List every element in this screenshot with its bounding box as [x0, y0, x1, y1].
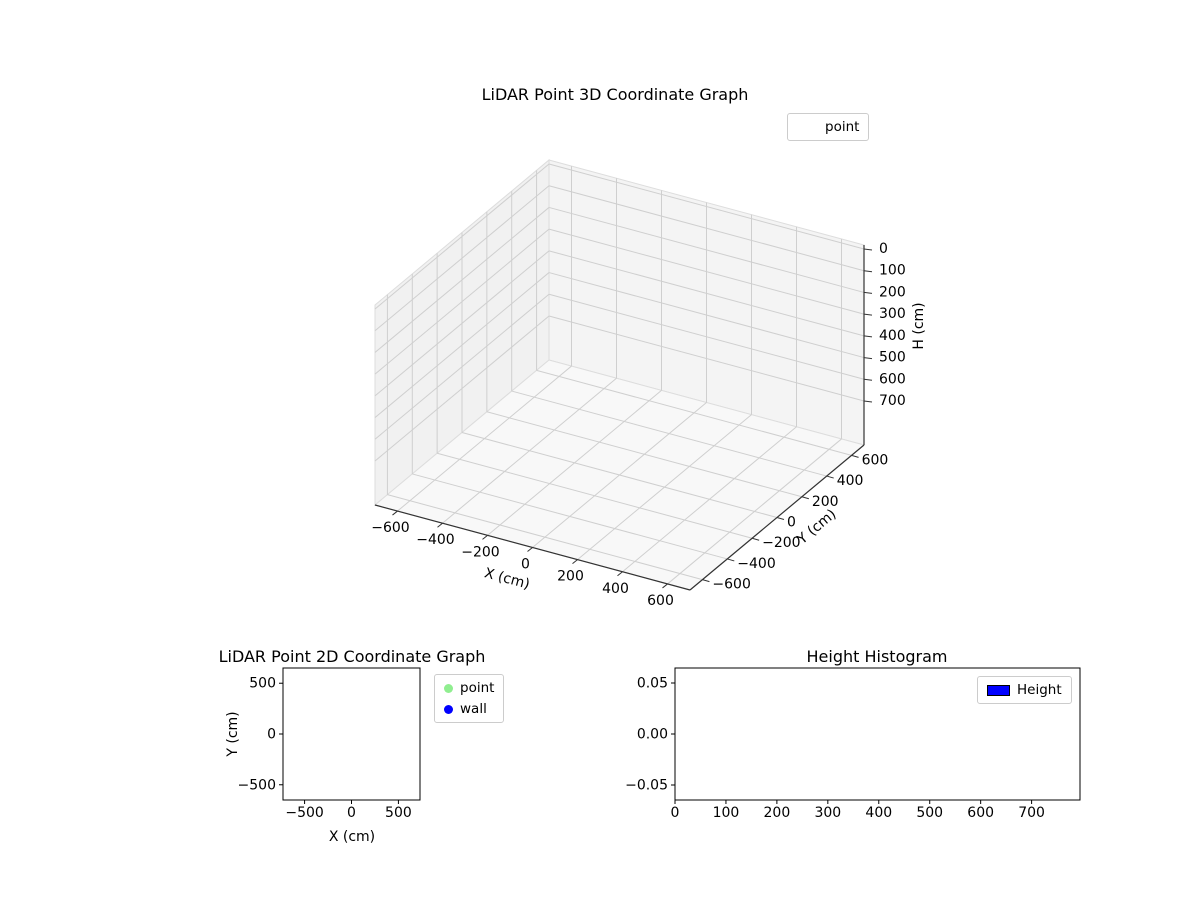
plot2d-title: LiDAR Point 2D Coordinate Graph: [218, 647, 486, 666]
svg-text:0: 0: [521, 557, 530, 573]
plot2d-ylabel: Y (cm): [225, 711, 241, 757]
svg-text:−500: −500: [285, 805, 323, 821]
svg-text:0: 0: [671, 805, 680, 821]
plot3d-canvas: −600 −400 −200 0 200 400 600 600 400 200 0 −200 −400…: [371, 158, 906, 609]
svg-text:500: 500: [879, 350, 906, 366]
svg-text:100: 100: [879, 263, 906, 279]
svg-text:500: 500: [385, 805, 412, 821]
plot3d-legend: point: [787, 113, 870, 141]
svg-text:200: 200: [879, 284, 906, 300]
svg-text:0: 0: [787, 515, 796, 531]
svg-text:−400: −400: [416, 532, 454, 548]
svg-text:0: 0: [267, 727, 276, 743]
plot2d-legend: point wall: [434, 674, 505, 723]
svg-text:700: 700: [1018, 805, 1045, 821]
hist-legend-height-label: Height: [1017, 682, 1062, 698]
plot3d-title: LiDAR Point 3D Coordinate Graph: [481, 85, 749, 104]
svg-text:−0.05: −0.05: [625, 778, 668, 794]
plot3d-zlabel: H (cm): [911, 302, 927, 350]
svg-text:−200: −200: [461, 544, 499, 560]
plot2d-legend-point-label: point: [460, 680, 495, 696]
svg-text:600: 600: [862, 452, 889, 468]
svg-text:0: 0: [347, 805, 356, 821]
svg-text:500: 500: [249, 676, 276, 692]
svg-text:−500: −500: [238, 777, 276, 793]
svg-text:200: 200: [812, 494, 839, 510]
plot2d-canvas: −500 0 500 500 0 −500: [238, 667, 421, 821]
hist-height-swatch-icon: [987, 684, 1010, 696]
legend-row: wall: [444, 701, 494, 717]
empty-marker-icon: [797, 122, 818, 133]
svg-text:400: 400: [865, 805, 892, 821]
plot2d-point-marker-icon: [444, 683, 453, 693]
svg-text:100: 100: [713, 805, 740, 821]
plot2d-legend-wall-label: wall: [460, 701, 487, 717]
svg-text:300: 300: [879, 306, 906, 322]
legend-row: point: [444, 680, 494, 696]
svg-text:600: 600: [879, 371, 906, 387]
svg-text:600: 600: [647, 593, 674, 609]
plot2d-xlabel: X (cm): [328, 829, 376, 845]
svg-text:400: 400: [837, 473, 864, 489]
svg-text:400: 400: [879, 328, 906, 344]
svg-text:200: 200: [764, 805, 791, 821]
svg-text:−200: −200: [762, 535, 800, 551]
svg-text:−600: −600: [371, 520, 409, 536]
plot2d-wall-marker-icon: [444, 704, 453, 714]
svg-text:0.00: 0.00: [637, 727, 668, 743]
svg-text:0.05: 0.05: [637, 675, 668, 691]
svg-text:−400: −400: [737, 556, 775, 572]
svg-text:200: 200: [557, 569, 584, 585]
legend-row: point: [797, 119, 859, 135]
svg-text:600: 600: [967, 805, 994, 821]
hist-legend: Height: [977, 676, 1072, 704]
svg-text:0: 0: [879, 241, 888, 257]
svg-text:700: 700: [879, 393, 906, 409]
svg-text:500: 500: [916, 805, 943, 821]
plot3d-legend-point-label: point: [825, 119, 860, 135]
svg-text:−600: −600: [712, 577, 750, 593]
legend-row: Height: [987, 682, 1062, 698]
hist-title: Height Histogram: [806, 647, 948, 666]
svg-text:300: 300: [814, 805, 841, 821]
svg-text:400: 400: [602, 581, 629, 597]
